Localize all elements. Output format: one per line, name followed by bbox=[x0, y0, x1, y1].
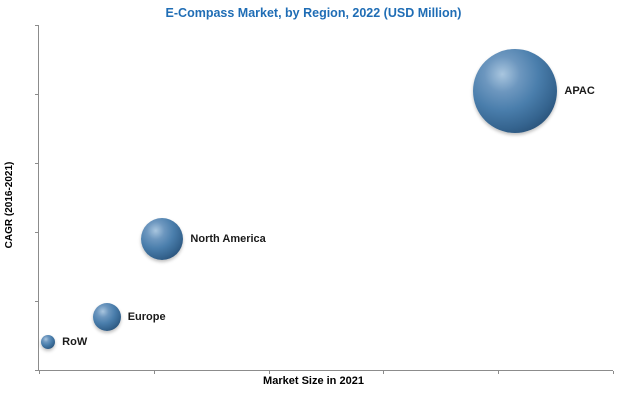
bubble-label-europe: Europe bbox=[127, 310, 166, 323]
x-axis-tick bbox=[153, 371, 155, 374]
y-axis-tick bbox=[35, 301, 38, 302]
plot-area: RoW Europe North America APAC bbox=[35, 25, 614, 374]
x-axis-tick bbox=[268, 371, 270, 374]
x-axis-tick bbox=[498, 371, 500, 374]
y-axis-tick bbox=[35, 25, 38, 26]
chart-title: E-Compass Market, by Region, 2022 (USD M… bbox=[165, 6, 462, 20]
bubble-label-apac: APAC bbox=[564, 84, 595, 97]
x-axis-label: Market Size in 2021 bbox=[263, 375, 364, 387]
y-axis-tick bbox=[35, 370, 38, 371]
bubble-europe bbox=[92, 302, 121, 331]
bubble-row bbox=[41, 335, 56, 350]
y-axis-label: CAGR (2016-2021) bbox=[4, 161, 15, 249]
y-axis-tick bbox=[35, 94, 38, 95]
x-axis-tick bbox=[613, 371, 614, 374]
x-axis-tick bbox=[383, 371, 385, 374]
y-axis-tick bbox=[35, 163, 38, 164]
x-axis-tick bbox=[39, 371, 40, 374]
bubble-apac bbox=[473, 48, 558, 133]
y-axis-tick bbox=[35, 232, 38, 233]
bubble-label-north-america: North America bbox=[190, 232, 266, 245]
bubble-north-america bbox=[141, 217, 184, 260]
bubble-label-row: RoW bbox=[62, 336, 88, 349]
